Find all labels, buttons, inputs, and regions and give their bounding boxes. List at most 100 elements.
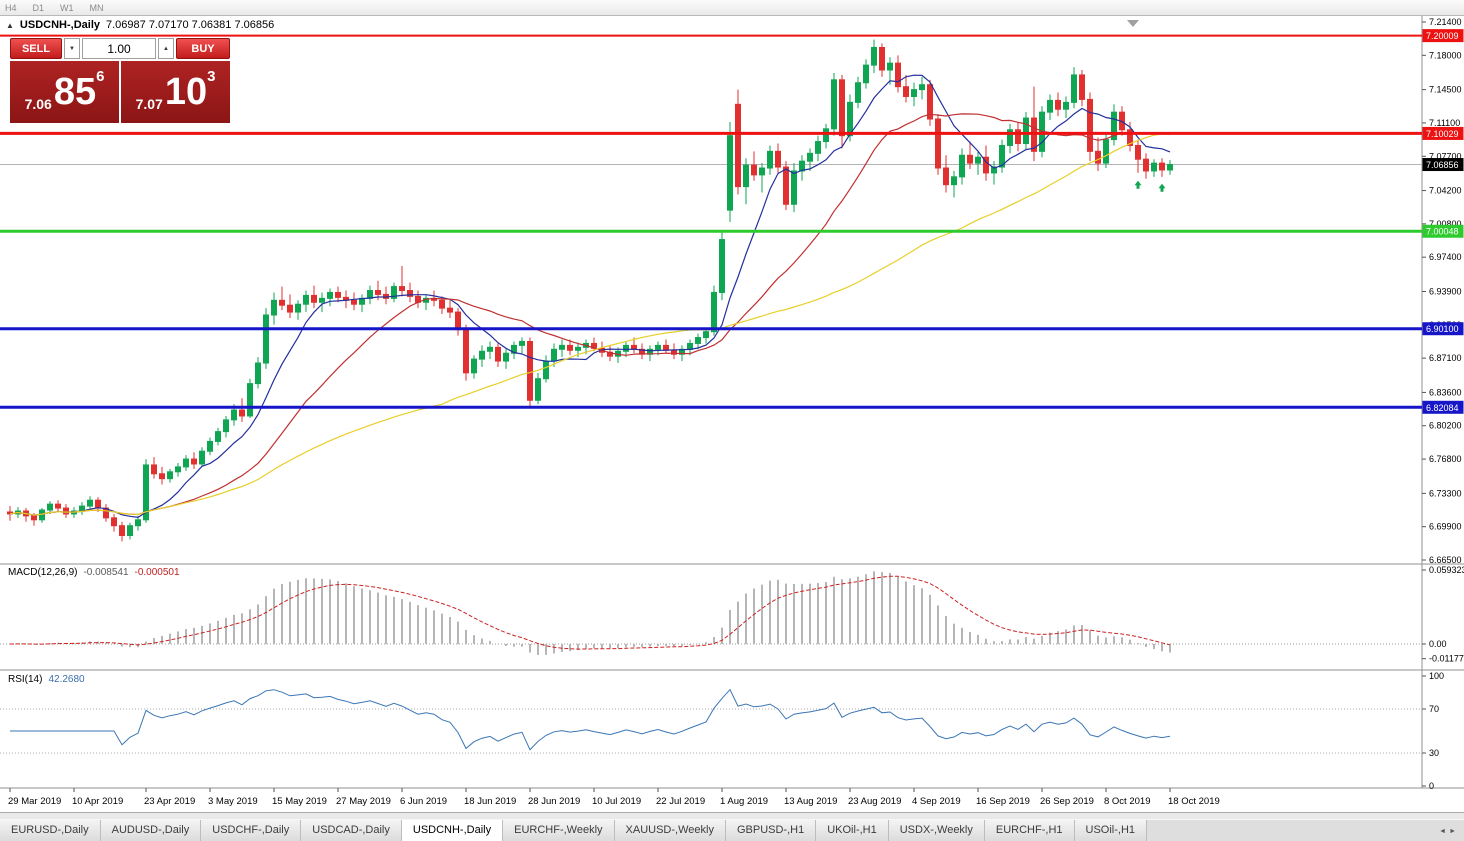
one-click-collapse-arrow[interactable]: ▲ — [6, 21, 14, 30]
svg-text:18 Jun 2019: 18 Jun 2019 — [464, 796, 516, 807]
svg-text:8 Oct 2019: 8 Oct 2019 — [1104, 796, 1150, 807]
chart-tab-usoil-h1[interactable]: USOil-,H1 — [1074, 820, 1148, 841]
svg-text:18 Oct 2019: 18 Oct 2019 — [1168, 796, 1220, 807]
chart-tab-eurusd-daily[interactable]: EURUSD-,Daily — [0, 820, 101, 841]
chart-tab-audusd-daily[interactable]: AUDUSD-,Daily — [100, 820, 202, 841]
svg-text:7.21400: 7.21400 — [1429, 17, 1462, 27]
buy-price-tile[interactable]: 7.07 10 3 — [121, 61, 230, 123]
svg-text:7.14500: 7.14500 — [1429, 85, 1462, 95]
chart-tab-ukoil-h1[interactable]: UKOil-,H1 — [816, 820, 889, 841]
moving-average-8-line — [9, 74, 1171, 519]
timeframe-toolbar: H4 D1 W1 MN — [0, 0, 1464, 16]
time-axis[interactable]: 29 Mar 2019 10 Apr 2019 23 Apr 2019 3 May 2… — [8, 788, 1220, 807]
chart-tab-usdcnh-daily[interactable]: USDCNH-,Daily — [401, 820, 504, 841]
chevron-up-icon: ▲ — [163, 45, 169, 52]
svg-text:100: 100 — [1429, 671, 1444, 681]
volume-input[interactable] — [82, 38, 156, 59]
svg-text:6.90100: 6.90100 — [1426, 324, 1459, 334]
svg-text:10 Jul 2019: 10 Jul 2019 — [592, 796, 641, 807]
rsi-value: 42.2680 — [48, 674, 85, 685]
macd-signal-value: -0.000501 — [134, 567, 180, 578]
svg-text:7.06856: 7.06856 — [1426, 160, 1459, 170]
svg-text:0.059323: 0.059323 — [1429, 565, 1464, 575]
chart-window: 7.21400 7.18000 7.14500 7.11100 7.07700 7.042… — [0, 16, 1464, 812]
svg-text:15 May 2019: 15 May 2019 — [272, 796, 327, 807]
volume-dropdown-button[interactable]: ▼ — [64, 38, 80, 59]
svg-text:23 Apr 2019: 23 Apr 2019 — [144, 796, 195, 807]
macd-name: MACD(12,26,9) — [8, 567, 78, 578]
rsi-name: RSI(14) — [8, 674, 43, 685]
svg-text:6.66500: 6.66500 — [1429, 555, 1462, 565]
sell-price-big-digits: 85 — [53, 71, 97, 113]
svg-text:27 May 2019: 27 May 2019 — [336, 796, 391, 807]
sell-price-prefix: 7.06 — [24, 96, 52, 112]
rsi-indicator-label: RSI(14) 42.2680 — [8, 674, 85, 685]
price-level-tag: 6.82084 — [1422, 400, 1464, 414]
macd-main-value: -0.008541 — [83, 567, 129, 578]
macd-signal-line — [9, 575, 1171, 650]
svg-text:13 Aug 2019: 13 Aug 2019 — [784, 796, 837, 807]
timeframe-button-d1[interactable]: D1 — [32, 2, 45, 13]
buy-arrow-marker — [1158, 183, 1166, 192]
price-chart[interactable]: 7.214007.180007.145007.111007.077007.042… — [0, 16, 1464, 812]
macd-indicator-label: MACD(12,26,9) -0.008541 -0.000501 — [8, 567, 180, 578]
timeframe-button-mn[interactable]: MN — [89, 2, 104, 13]
chevron-down-icon: ▼ — [69, 45, 75, 52]
buy-price-big-digits: 10 — [164, 71, 208, 113]
buy-button[interactable]: BUY — [176, 38, 230, 59]
svg-text:23 Aug 2019: 23 Aug 2019 — [848, 796, 901, 807]
svg-text:6.97400: 6.97400 — [1429, 252, 1462, 262]
chart-tab-gbpusd-h1[interactable]: GBPUSD-,H1 — [725, 820, 817, 841]
svg-text:29 Mar 2019: 29 Mar 2019 — [8, 796, 61, 807]
svg-text:7.20009: 7.20009 — [1426, 31, 1459, 41]
svg-text:0.00: 0.00 — [1429, 639, 1447, 649]
chart-tab-xauusd-weekly[interactable]: XAUUSD-,Weekly — [614, 820, 726, 841]
svg-text:10 Apr 2019: 10 Apr 2019 — [72, 796, 123, 807]
tab-scroll-buttons[interactable]: ◄ ► — [1431, 820, 1464, 841]
svg-text:6.82084: 6.82084 — [1426, 403, 1459, 413]
volume-increment-button[interactable]: ▲ — [158, 38, 174, 59]
price-level-tag: 6.90100 — [1422, 322, 1464, 336]
svg-text:-0.011773: -0.011773 — [1429, 654, 1464, 664]
sell-button[interactable]: SELL — [10, 38, 62, 59]
window-divider — [0, 812, 1464, 819]
buy-price-prefix: 7.07 — [135, 96, 163, 112]
sell-price-tile[interactable]: 7.06 85 6 — [10, 61, 119, 123]
chart-shift-marker[interactable] — [1127, 20, 1139, 27]
svg-text:6.76800: 6.76800 — [1429, 454, 1462, 464]
tab-scroll-left-icon[interactable]: ◄ — [1439, 827, 1447, 835]
price-level-tag: 7.20009 — [1422, 29, 1464, 43]
svg-text:7.07700: 7.07700 — [1429, 151, 1462, 161]
one-click-trading-panel: SELL ▼ ▲ BUY 7.06 85 6 7.07 10 3 — [10, 38, 230, 123]
buy-price-pip-digit: 3 — [207, 68, 216, 85]
svg-text:16 Sep 2019: 16 Sep 2019 — [976, 796, 1030, 807]
svg-text:7.18000: 7.18000 — [1429, 50, 1462, 60]
chart-tab-usdx-weekly[interactable]: USDX-,Weekly — [888, 820, 985, 841]
chart-tab-usdchf-daily[interactable]: USDCHF-,Daily — [201, 820, 302, 841]
svg-text:6.69900: 6.69900 — [1429, 522, 1462, 532]
svg-text:6.73300: 6.73300 — [1429, 488, 1462, 498]
chart-quote-line: ▲ USDCNH-,Daily 7.06987 7.07170 7.06381 … — [6, 19, 274, 31]
price-level-tag: 7.10029 — [1422, 126, 1464, 140]
macd-histogram — [17, 571, 1171, 655]
moving-average-21-line — [9, 113, 1171, 516]
svg-text:3 May 2019: 3 May 2019 — [208, 796, 258, 807]
price-level-tag: 7.00048 — [1422, 224, 1464, 238]
moving-average-55-line — [9, 133, 1171, 516]
buy-arrow-marker — [1134, 180, 1142, 189]
sell-price-pip-digit: 6 — [96, 68, 105, 85]
chart-tab-eurchf-weekly[interactable]: EURCHF-,Weekly — [503, 820, 615, 841]
timeframe-button-h4[interactable]: H4 — [5, 2, 17, 13]
timeframe-button-w1[interactable]: W1 — [60, 2, 74, 13]
svg-text:0: 0 — [1429, 781, 1434, 791]
rsi-line — [10, 688, 1171, 751]
price-axis[interactable]: 7.21400 7.18000 7.14500 7.11100 7.07700 7.042… — [1422, 17, 1462, 565]
chart-tab-usdcad-daily[interactable]: USDCAD-,Daily — [301, 820, 402, 841]
svg-text:26 Sep 2019: 26 Sep 2019 — [1040, 796, 1094, 807]
svg-text:7.00800: 7.00800 — [1429, 219, 1462, 229]
svg-text:22 Jul 2019: 22 Jul 2019 — [656, 796, 705, 807]
svg-text:7.00048: 7.00048 — [1426, 227, 1459, 237]
svg-text:7.11100: 7.11100 — [1429, 118, 1460, 128]
chart-tab-eurchf-h1[interactable]: EURCHF-,H1 — [984, 820, 1075, 841]
tab-scroll-right-icon[interactable]: ► — [1449, 827, 1456, 835]
